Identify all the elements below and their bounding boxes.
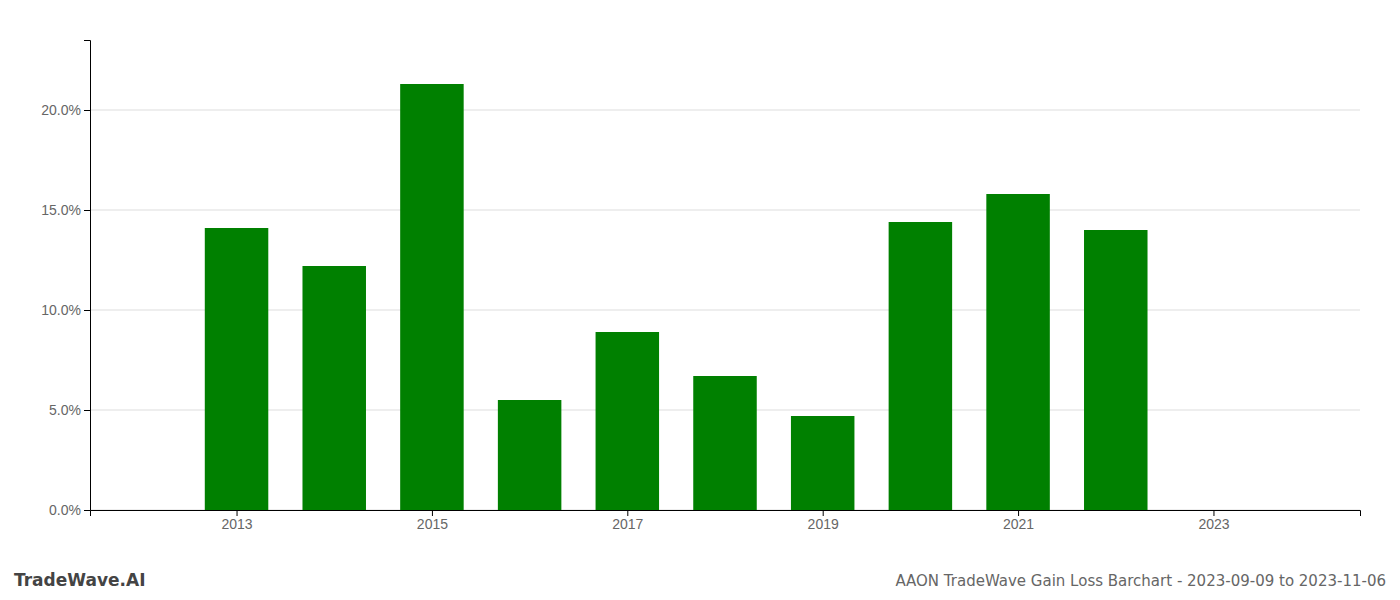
grid [90,110,1360,510]
x-tick: 2019 [808,510,839,532]
bars [205,84,1148,510]
y-tick: 5.0% [49,402,90,418]
bar [205,228,269,510]
y-tick-label: 15.0% [41,202,81,218]
bar [889,222,953,510]
x-tick-label: 2017 [612,516,643,532]
x-axis: 2013 2015 2017 2019 2021 2023 [91,510,1361,532]
x-tick: 2013 [221,510,252,532]
y-tick-mark [84,310,90,311]
bar [400,84,464,510]
y-tick-label: 5.0% [49,402,81,418]
chart: 2013 2015 2017 2019 2021 2023 0.0% 5.0% 10.0% 15.… [0,0,1400,600]
y-axis: 0.0% 5.0% 10.0% 15.0% 20.0% [41,41,90,518]
bar [986,194,1050,510]
y-tick-label: 10.0% [41,302,81,318]
y-tick-label: 20.0% [41,102,81,118]
y-tick: 10.0% [41,302,90,318]
x-tick-label: 2013 [221,516,252,532]
x-axis-line [91,511,1361,517]
bar [498,400,561,510]
y-tick: 0.0% [49,502,90,518]
bar [302,266,366,510]
y-tick-mark [84,210,90,211]
x-tick: 2015 [417,510,448,532]
grid-line [90,110,1360,111]
grid-line [90,310,1360,311]
y-tick: 20.0% [41,102,90,118]
y-tick: 15.0% [41,202,90,218]
bar [693,376,757,510]
y-axis-line [84,41,91,511]
x-tick-label: 2021 [1003,516,1034,532]
y-tick-mark [84,410,90,411]
watermark: TradeWave.AI [14,570,145,590]
bar [596,332,660,510]
title: AAON TradeWave Gain Loss Barchart - 2023… [895,572,1386,590]
x-tick: 2017 [612,510,643,532]
x-tick-label: 2023 [1198,516,1229,532]
x-tick: 2021 [1003,510,1034,532]
plot: 2013 2015 2017 2019 2021 2023 0.0% 5.0% 10.0% 15.… [41,41,1360,532]
y-tick-mark [84,510,90,511]
grid-line [90,210,1360,211]
y-tick-label: 0.0% [49,502,81,518]
x-tick-label: 2019 [808,516,839,532]
bar [791,416,855,510]
bar [1084,230,1148,510]
y-tick-mark [84,110,90,111]
x-tick: 2023 [1198,510,1229,532]
x-tick-label: 2015 [417,516,448,532]
